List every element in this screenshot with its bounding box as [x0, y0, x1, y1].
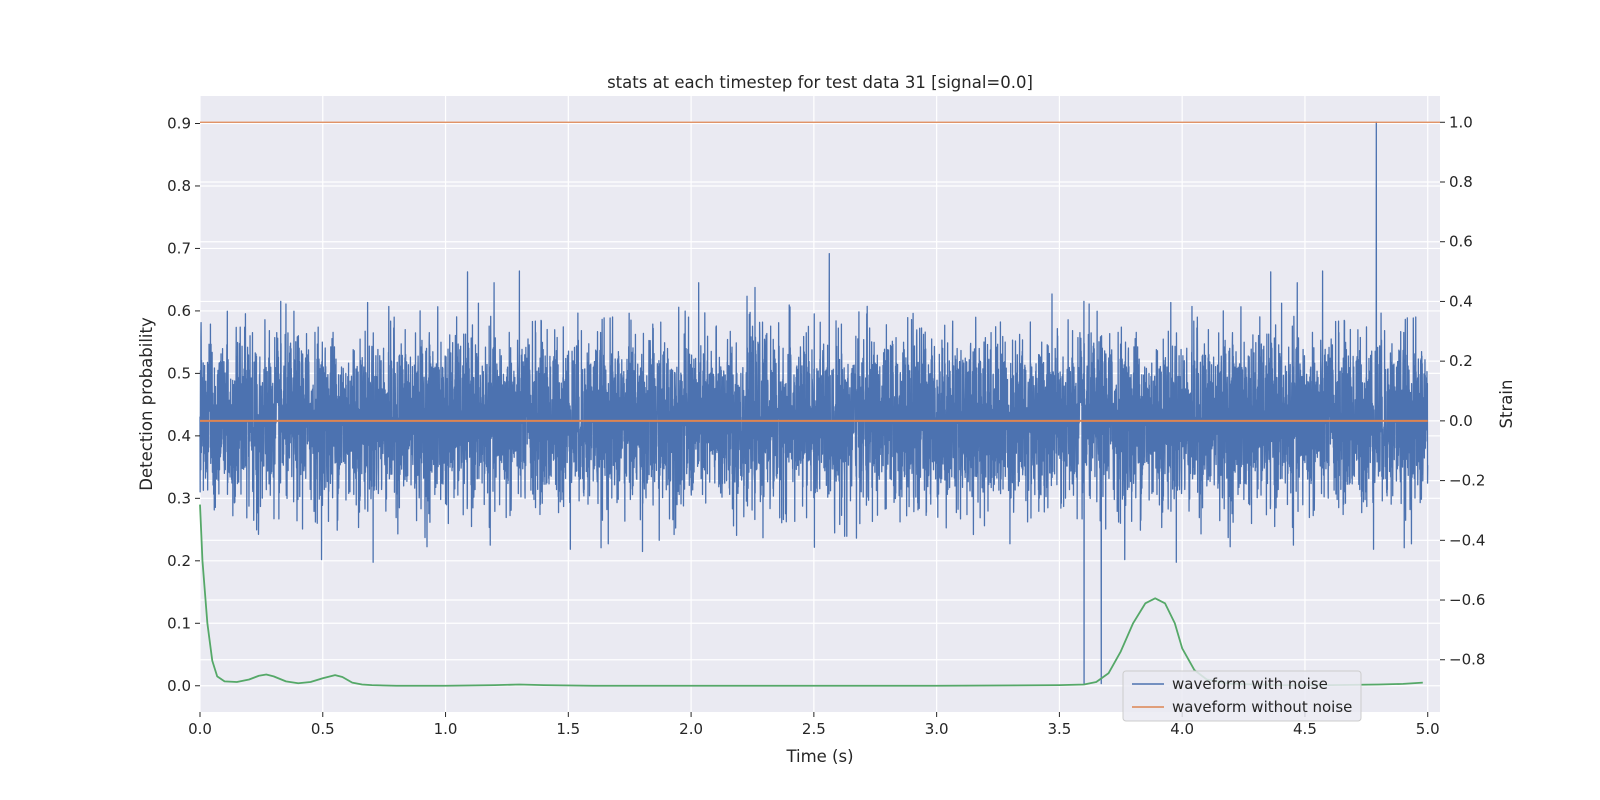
x-tick-label: 3.0 [925, 720, 949, 738]
y-tick-label-right: 0.6 [1449, 233, 1473, 251]
ticks: 0.0 0.5 1.0 1.5 2.0 2.5 3.0 3.5 4.0 4.5 5.0 0.0 0.1 0… [167, 113, 1485, 738]
y-tick-label-right: −0.8 [1449, 651, 1485, 669]
y-axis-label-left: Detection probability [137, 317, 156, 491]
series-layer [199, 121, 1440, 687]
y-tick-label-left: 0.6 [167, 302, 191, 320]
y-tick-label-left: 0.7 [167, 239, 191, 257]
x-tick-label: 0.5 [311, 720, 335, 738]
y-tick-label-right: −0.4 [1449, 531, 1485, 549]
chart-title: stats at each timestep for test data 31 … [607, 73, 1033, 92]
y-tick-label-left: 0.5 [167, 364, 191, 382]
y-tick-label-left: 0.1 [167, 614, 191, 632]
y-tick-label-right: 0.4 [1449, 292, 1473, 310]
y-tick-label-right: 1.0 [1449, 113, 1473, 131]
legend-label-clean: waveform without noise [1172, 698, 1352, 716]
series-detection-probability [199, 504, 1423, 687]
x-tick-label: 4.5 [1293, 720, 1317, 738]
series-waveform-with-noise [199, 121, 1429, 685]
y-tick-label-right: 0.0 [1449, 412, 1473, 430]
x-tick-label: 2.5 [802, 720, 826, 738]
y-tick-label-right: 0.2 [1449, 352, 1473, 370]
x-tick-label: 2.0 [679, 720, 703, 738]
y-tick-label-left: 0.2 [167, 552, 191, 570]
x-tick-label: 4.0 [1170, 720, 1194, 738]
x-tick-label: 0.0 [188, 720, 212, 738]
x-tick-label: 1.5 [556, 720, 580, 738]
x-tick-label: 5.0 [1416, 720, 1440, 738]
y-axis-label-right: Strain [1497, 380, 1516, 429]
y-tick-label-left: 0.0 [167, 677, 191, 695]
legend-label-noise: waveform with noise [1172, 675, 1328, 693]
y-tick-label-right: 0.8 [1449, 173, 1473, 191]
y-tick-label-left: 0.8 [167, 177, 191, 195]
y-tick-label-left: 0.4 [167, 427, 191, 445]
x-axis-label: Time (s) [785, 747, 853, 766]
y-tick-label-right: −0.6 [1449, 591, 1485, 609]
legend: waveform with noise waveform without noi… [1122, 670, 1362, 722]
y-tick-label-left: 0.3 [167, 489, 191, 507]
y-tick-label-right: −0.2 [1449, 472, 1485, 490]
x-tick-label: 3.5 [1047, 720, 1071, 738]
y-tick-label-left: 0.9 [167, 114, 191, 132]
legend-box [1122, 670, 1362, 722]
x-tick-label: 1.0 [434, 720, 458, 738]
